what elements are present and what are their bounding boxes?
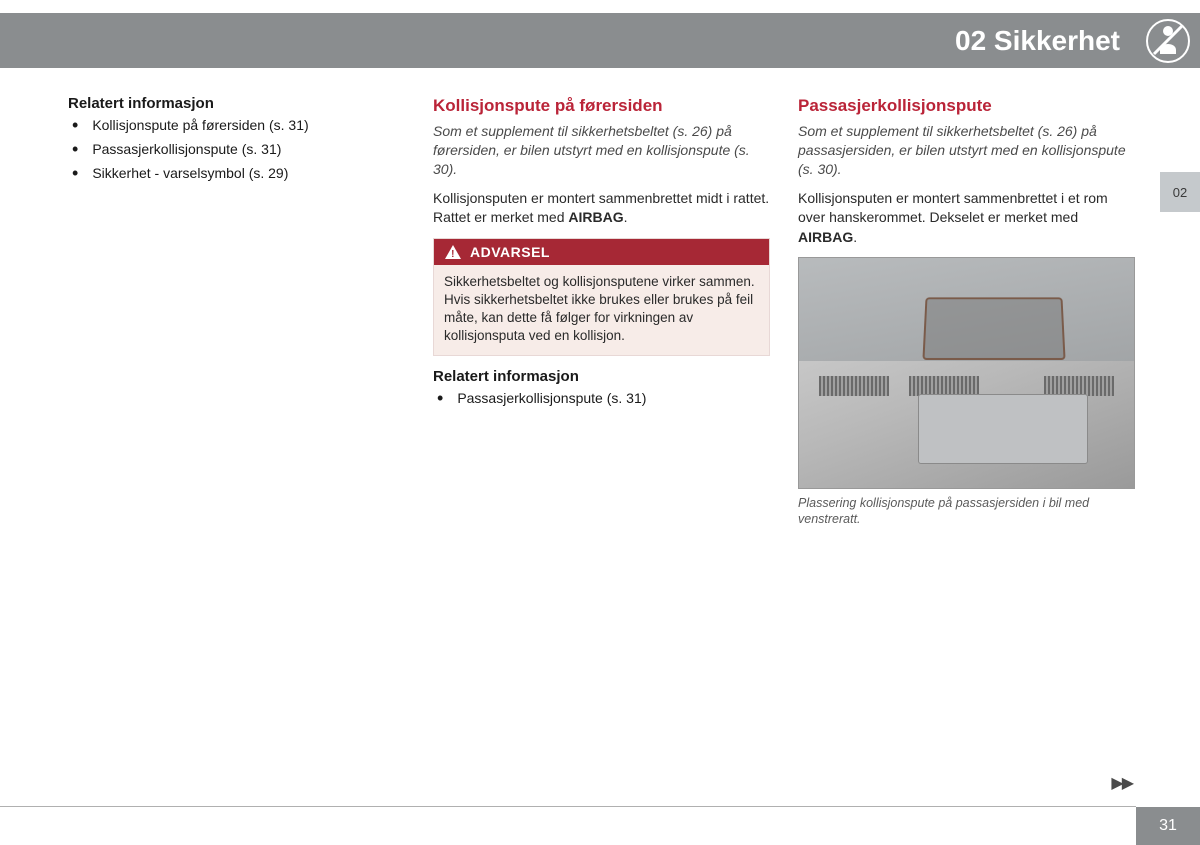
body-text-post: . xyxy=(853,229,857,245)
list-item: Sikkerhet - varselsymbol (s. 29) xyxy=(68,164,405,183)
figure-glovebox xyxy=(918,394,1088,464)
col2-heading: Kollisjonspute på førersiden xyxy=(433,95,770,116)
col2-bullet-list: Passasjerkollisjonspute (s. 31) xyxy=(433,389,770,408)
list-item-text: Passasjerkollisjonspute (s. 31) xyxy=(92,140,281,159)
figure-vent xyxy=(909,376,979,396)
seatbelt-warning-icon xyxy=(1146,19,1190,63)
chapter-tab-label: 02 xyxy=(1173,185,1187,200)
list-item-text: Passasjerkollisjonspute (s. 31) xyxy=(457,389,646,408)
body-text-post: . xyxy=(624,209,628,225)
continue-indicator-icon: ▶▶ xyxy=(1111,773,1132,793)
svg-text:!: ! xyxy=(451,249,455,260)
list-item-text: Kollisjonspute på førersiden (s. 31) xyxy=(92,116,308,135)
header-bar: 02 Sikkerhet xyxy=(0,13,1136,68)
column-1: Relatert informasjon Kollisjonspute på f… xyxy=(68,95,405,527)
warning-body-text: Sikkerhetsbeltet og kollisjonsputene vir… xyxy=(434,265,769,356)
col2-intro: Som et supplement til sikkerhetsbeltet (… xyxy=(433,122,770,179)
body-text-bold: AIRBAG xyxy=(568,209,623,225)
col1-heading: Relatert informasjon xyxy=(68,95,405,112)
col3-heading: Passasjerkollisjonspute xyxy=(798,95,1135,116)
col1-bullet-list: Kollisjonspute på førersiden (s. 31) Pas… xyxy=(68,116,405,183)
warning-header: ! ADVARSEL xyxy=(434,239,769,265)
footer-divider xyxy=(0,806,1136,807)
page-number: 31 xyxy=(1159,817,1177,835)
col2-body: Kollisjonsputen er montert sammenbrettet… xyxy=(433,189,770,228)
warning-box: ! ADVARSEL Sikkerhetsbeltet og kollisjon… xyxy=(433,238,770,357)
page-number-box: 31 xyxy=(1136,807,1200,845)
content-area: Relatert informasjon Kollisjonspute på f… xyxy=(68,95,1135,527)
column-2: Kollisjonspute på førersiden Som et supp… xyxy=(433,95,770,527)
figure-vent xyxy=(1044,376,1114,396)
body-text-bold: AIRBAG xyxy=(798,229,853,245)
list-item-text: Sikkerhet - varselsymbol (s. 29) xyxy=(92,164,288,183)
col2-sub-heading: Relatert informasjon xyxy=(433,368,770,385)
figure-airbag-highlight xyxy=(922,297,1065,360)
warning-triangle-icon: ! xyxy=(444,244,462,260)
figure-vent xyxy=(819,376,889,396)
list-item: Kollisjonspute på førersiden (s. 31) xyxy=(68,116,405,135)
warning-label: ADVARSEL xyxy=(470,244,550,260)
figure-caption: Plassering kollisjonspute på passasjersi… xyxy=(798,495,1135,528)
header-icon-area xyxy=(1136,13,1200,68)
col3-intro: Som et supplement til sikkerhetsbeltet (… xyxy=(798,122,1135,179)
page-chapter-title: 02 Sikkerhet xyxy=(955,25,1120,57)
airbag-location-figure xyxy=(798,257,1135,489)
column-3: Passasjerkollisjonspute Som et supplemen… xyxy=(798,95,1135,527)
body-text-pre: Kollisjonsputen er montert sammenbrettet… xyxy=(798,190,1108,225)
list-item: Passasjerkollisjonspute (s. 31) xyxy=(433,389,770,408)
list-item: Passasjerkollisjonspute (s. 31) xyxy=(68,140,405,159)
col3-body: Kollisjonsputen er montert sammenbrettet… xyxy=(798,189,1135,247)
chapter-tab: 02 xyxy=(1160,172,1200,212)
